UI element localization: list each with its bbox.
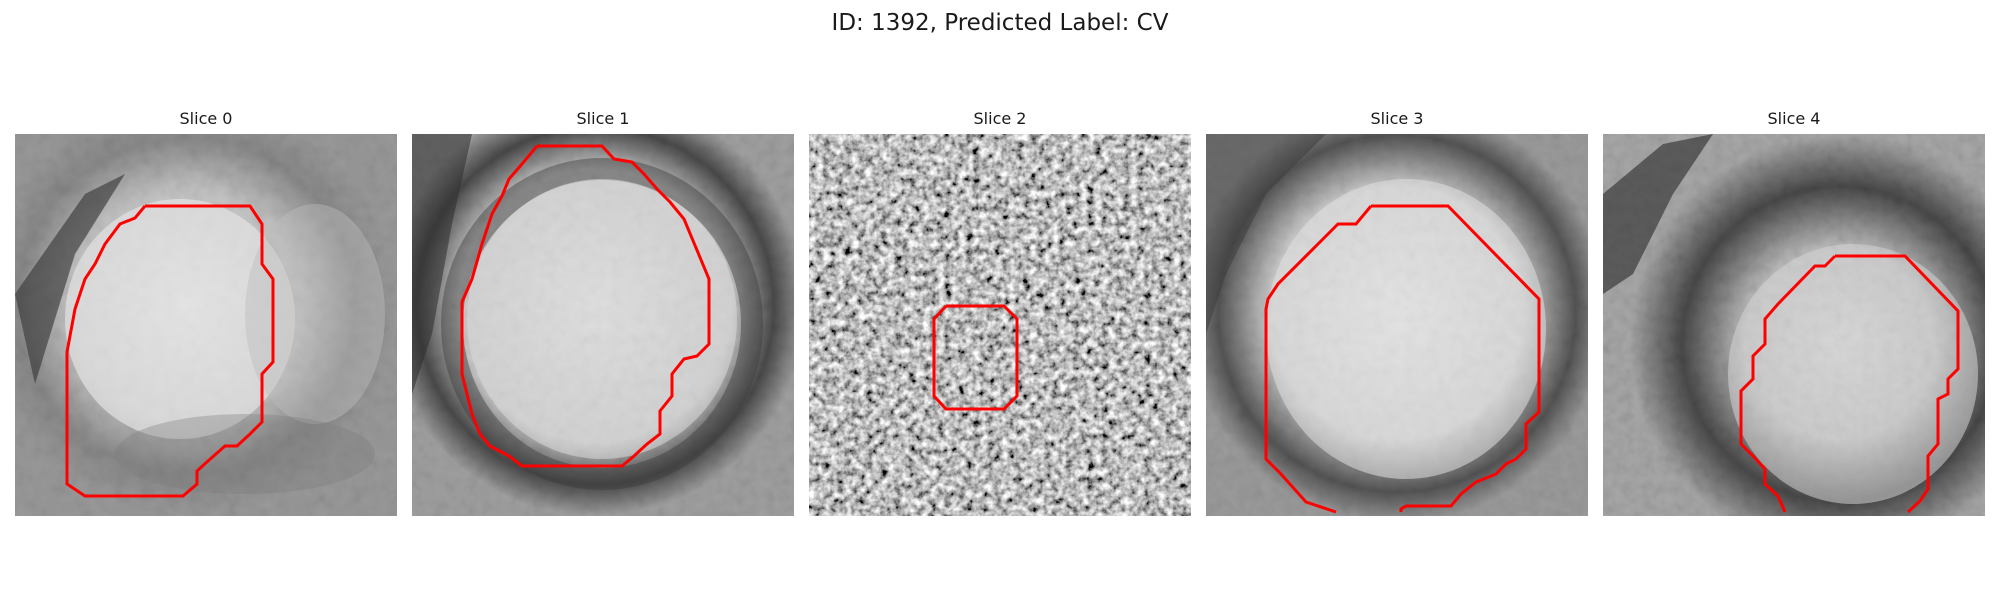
slice-0-panel	[15, 134, 397, 516]
slice-4-image	[1603, 134, 1985, 516]
slice-1-contour	[460, 144, 711, 468]
figure-title: ID: 1392, Predicted Label: CV	[831, 10, 1169, 36]
slice-4-title: Slice 4	[1767, 109, 1821, 128]
slice-2-panel	[809, 134, 1191, 516]
slice-3-contour	[1371, 204, 1541, 512]
slice-4-panel	[1603, 134, 1985, 516]
slice-2-image	[809, 134, 1191, 516]
slice-3-image	[1206, 134, 1588, 516]
slice-0-image	[15, 134, 397, 516]
slice-0-contour	[65, 204, 275, 498]
slice-1-title: Slice 1	[576, 109, 630, 128]
slice-0-title: Slice 0	[179, 109, 233, 128]
slice-2-contour	[932, 304, 1019, 411]
slice-4-contour	[1835, 254, 1960, 514]
slice-3-panel	[1206, 134, 1588, 516]
slice-2-title: Slice 2	[973, 109, 1027, 128]
slice-1-image	[412, 134, 794, 516]
slice-1-panel	[412, 134, 794, 516]
slice-3-title: Slice 3	[1370, 109, 1424, 128]
